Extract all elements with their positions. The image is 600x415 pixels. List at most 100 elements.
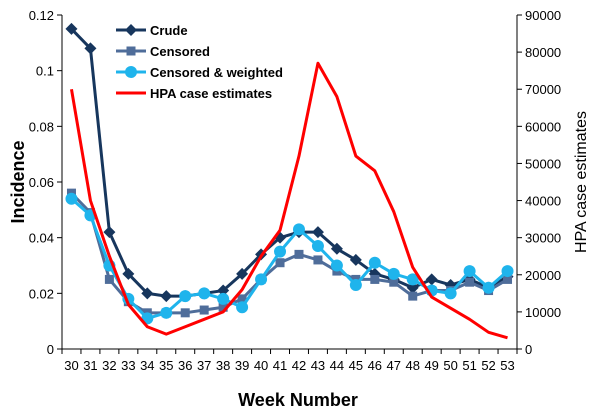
legend-label: HPA case estimates: [150, 86, 272, 101]
data-point: [313, 255, 323, 265]
legend-swatch-marker: [125, 66, 137, 78]
x-tick-label: 45: [349, 358, 363, 373]
data-point: [408, 291, 418, 301]
y2-tick-label: 30000: [525, 231, 561, 246]
x-tick-label: 48: [405, 358, 419, 373]
y-tick-label: 0.04: [29, 231, 54, 246]
data-point: [349, 253, 362, 266]
x-tick-label: 51: [462, 358, 476, 373]
x-tick-label: 31: [83, 358, 97, 373]
y-tick-label: 0.12: [29, 8, 54, 23]
y2-tick-label: 70000: [525, 82, 561, 97]
y2-tick-label: 10000: [525, 305, 561, 320]
data-point: [160, 306, 173, 319]
data-point: [311, 240, 324, 253]
y2-tick-label: 90000: [525, 8, 561, 23]
y2-tick-label: 0: [525, 342, 532, 357]
data-point: [236, 267, 249, 280]
x-tick-label: 50: [443, 358, 457, 373]
legend-item: HPA case estimates: [116, 86, 272, 101]
legend-label: Censored & weighted: [150, 65, 283, 80]
data-point: [274, 245, 287, 258]
data-point: [160, 290, 173, 303]
legend-swatch-marker: [125, 24, 137, 36]
data-point: [104, 274, 114, 284]
y-axis-title: Incidence: [8, 140, 28, 223]
data-point: [179, 290, 192, 303]
data-point: [84, 42, 97, 55]
x-tick-label: 49: [424, 358, 438, 373]
data-point: [444, 287, 457, 300]
data-point: [349, 278, 362, 291]
legend-label: Crude: [150, 23, 188, 38]
data-point: [255, 273, 268, 286]
data-point: [292, 223, 305, 236]
data-point: [311, 226, 324, 239]
x-tick-label: 36: [178, 358, 192, 373]
series-line: [70, 61, 508, 340]
data-point: [199, 305, 209, 315]
data-point: [180, 308, 190, 318]
x-tick-label: 41: [273, 358, 287, 373]
legend-item: Censored: [116, 44, 210, 59]
data-point: [122, 267, 135, 280]
y-tick-label: 0: [47, 342, 54, 357]
legend-label: Censored: [150, 44, 210, 59]
x-tick-label: 52: [481, 358, 495, 373]
y-tick-label: 0.06: [29, 175, 54, 190]
legend: Crude Censored Censored & weighted HPA case…: [116, 23, 283, 101]
legend-item: Censored & weighted: [116, 65, 283, 80]
data-point: [425, 273, 438, 286]
x-tick-label: 33: [121, 358, 135, 373]
y2-tick-label: 40000: [525, 194, 561, 209]
y-tick-label: 0.02: [29, 286, 54, 301]
data-point: [141, 287, 154, 300]
data-point: [465, 277, 475, 287]
x-tick-label: 47: [387, 358, 401, 373]
data-point: [294, 249, 304, 259]
x-tick-label: 32: [102, 358, 116, 373]
data-point: [217, 292, 230, 305]
data-point: [370, 274, 380, 284]
data-point: [406, 281, 419, 294]
data-point: [503, 274, 513, 284]
series-3: [65, 192, 514, 325]
legend-item: Crude: [116, 23, 188, 38]
x-tick-label: 43: [311, 358, 325, 373]
x-tick-label: 39: [235, 358, 249, 373]
y-tick-label: 0.08: [29, 119, 54, 134]
legend-swatch-marker: [126, 46, 136, 56]
x-tick-label: 30: [64, 358, 78, 373]
axes: 0 0.02 0.04 0.06 0.08 0.1 0.12 0 10000 20000 30000…: [29, 8, 561, 373]
x-tick-label: 53: [500, 358, 514, 373]
x-tick-label: 46: [368, 358, 382, 373]
data-point: [65, 192, 78, 205]
data-point: [330, 242, 343, 255]
data-point: [198, 287, 211, 300]
data-point: [236, 301, 249, 314]
data-point: [218, 302, 228, 312]
series-4: [70, 61, 508, 340]
x-axis-title: Week Number: [238, 390, 358, 410]
x-tick-label: 37: [197, 358, 211, 373]
y2-tick-label: 50000: [525, 156, 561, 171]
data-point: [330, 259, 343, 272]
x-tick-label: 35: [159, 358, 173, 373]
y2-tick-label: 60000: [525, 119, 561, 134]
data-point: [217, 284, 230, 297]
series-layer: [65, 22, 514, 340]
data-point: [482, 281, 495, 294]
data-point: [237, 294, 247, 304]
data-point: [103, 226, 116, 239]
x-tick-label: 38: [216, 358, 230, 373]
data-point: [275, 258, 285, 268]
data-point: [368, 256, 381, 269]
data-point: [463, 265, 476, 278]
y-tick-label: 0.1: [36, 64, 54, 79]
x-tick-label: 40: [254, 358, 268, 373]
y2-tick-label: 20000: [525, 268, 561, 283]
x-tick-label: 34: [140, 358, 154, 373]
data-point: [406, 273, 419, 286]
